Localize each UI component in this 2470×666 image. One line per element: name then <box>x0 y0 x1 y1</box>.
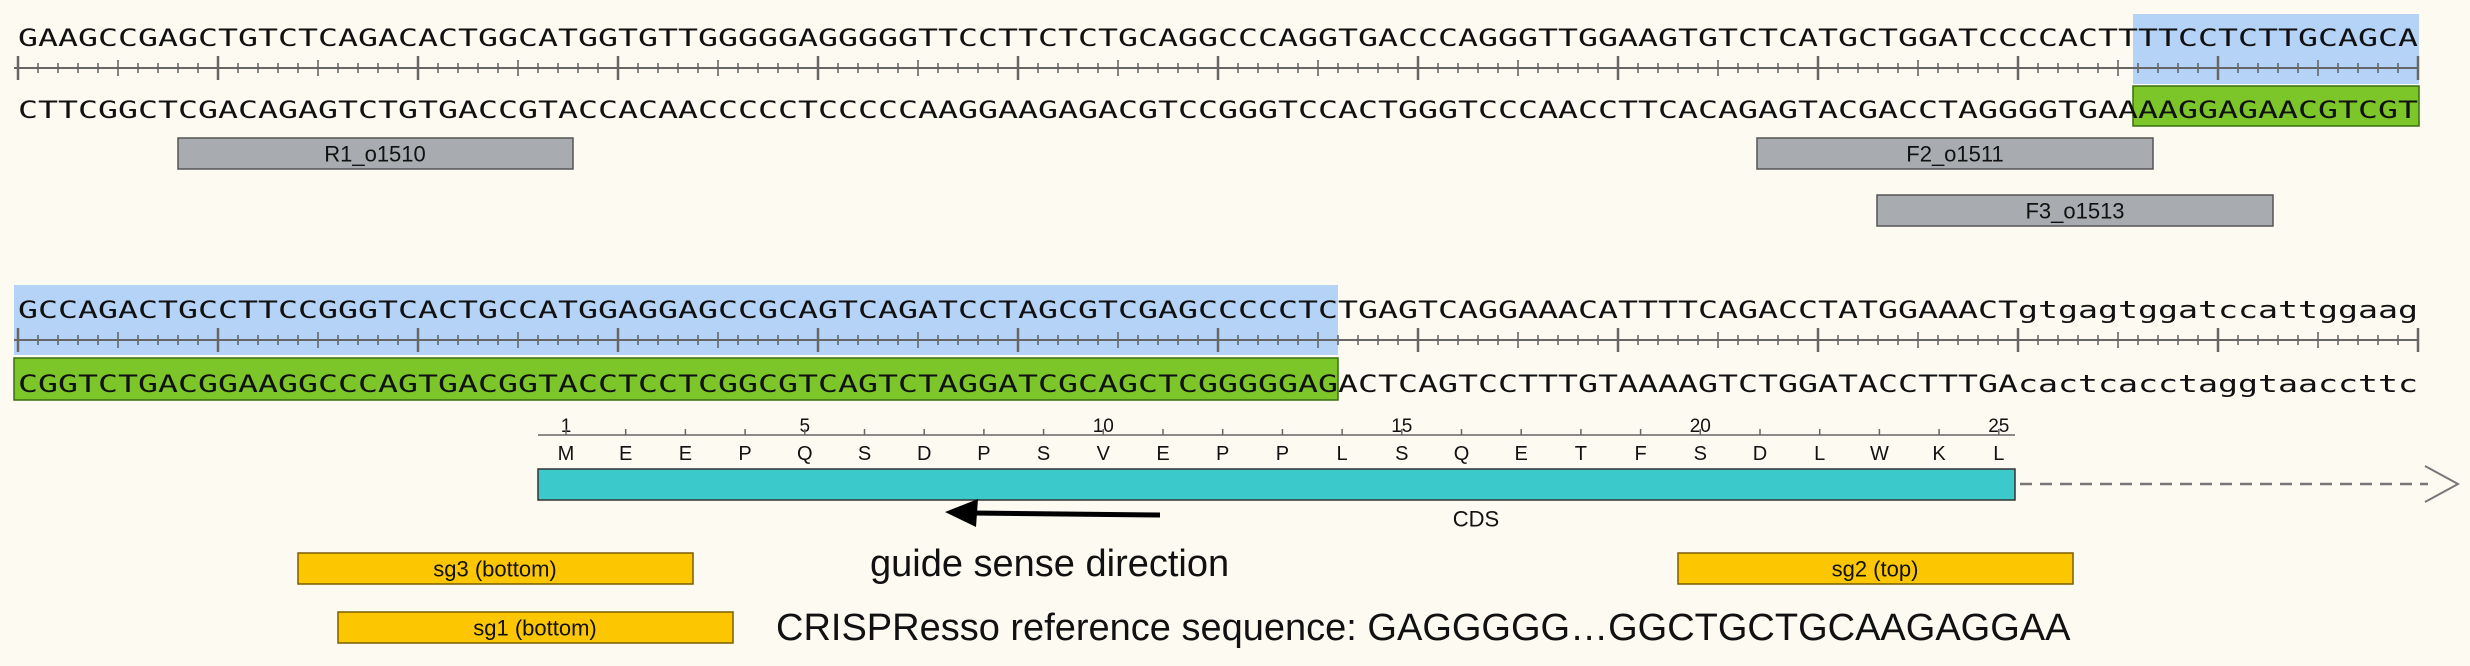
amino-acid: L <box>1337 443 1348 465</box>
amino-acid: P <box>1276 443 1289 465</box>
amino-acid: Q <box>1454 443 1470 465</box>
seq-row2-top: GCCAGACTGCCTTCCGGGTCACTGCCATGGAGGAGCCGCA… <box>18 296 2418 324</box>
amino-acid: P <box>1216 443 1229 465</box>
amino-acid: L <box>1993 443 2004 465</box>
codon-number: 15 <box>1391 416 1412 437</box>
amino-acid: M <box>558 443 575 465</box>
seq-row2-bottom: CGGTCTGACGGAAGGCCCAGTGACGGTACCTCCTCGGCGT… <box>18 370 2418 398</box>
chevron-right-icon <box>2424 465 2461 503</box>
amino-acid: S <box>858 443 871 465</box>
amino-acid: F <box>1634 443 1646 465</box>
guide-label: sg2 (top) <box>1832 557 1919 582</box>
amino-acid: Q <box>797 443 813 465</box>
amino-acid: S <box>1395 443 1408 465</box>
amino-acid: P <box>977 443 990 465</box>
guide-sense-direction-note: guide sense direction <box>870 543 1229 585</box>
codon-number: 5 <box>800 416 811 437</box>
guide-label: sg1 (bottom) <box>473 616 597 641</box>
guide-sg3[interactable]: sg3 (bottom) <box>297 552 694 585</box>
cds-feature-bar[interactable] <box>537 468 2016 501</box>
codon-number: 1 <box>561 416 572 437</box>
primer-f2[interactable]: F2_o1511 <box>1756 137 2154 170</box>
amino-acid: D <box>1753 443 1767 465</box>
guide-sg1[interactable]: sg1 (bottom) <box>337 611 734 644</box>
amino-acid: W <box>1870 443 1889 465</box>
amino-acid: E <box>619 443 632 465</box>
amino-acid: E <box>1515 443 1528 465</box>
codon-number: 20 <box>1690 416 1711 437</box>
ruler-row1 <box>14 56 2420 80</box>
primer-r1[interactable]: R1_o1510 <box>177 137 574 170</box>
highlight-row1-bottom <box>2132 85 2420 127</box>
amino-acid: K <box>1932 443 1946 465</box>
amino-acid: T <box>1575 443 1587 465</box>
primer-label: R1_o1510 <box>324 142 426 167</box>
primer-label: F3_o1513 <box>2025 199 2124 224</box>
primer-label: F2_o1511 <box>1906 142 2003 167</box>
codon-number: 25 <box>1988 416 2009 437</box>
amino-acid: P <box>738 443 751 465</box>
cds-codon-numbers: 1 5 10 15 20 25 <box>561 416 2010 437</box>
amino-acid: S <box>1037 443 1050 465</box>
cds-codon-ticks <box>565 429 2000 435</box>
ruler-row2 <box>14 328 2420 352</box>
crispresso-reference-note: CRISPResso reference sequence: GAGGGGG…G… <box>776 607 2071 649</box>
highlight-row1-top <box>2133 14 2419 84</box>
arrow-left-icon <box>945 499 1161 527</box>
primer-f3[interactable]: F3_o1513 <box>1876 194 2274 227</box>
amino-acid: E <box>1156 443 1169 465</box>
seq-row1-bottom: CTTCGGCTCGACAGAGTCTGTGACCGTACCACAACCCCCT… <box>18 96 2418 124</box>
highlight-row2-bottom <box>13 357 1339 401</box>
amino-acid: L <box>1814 443 1825 465</box>
codon-number: 10 <box>1093 416 1114 437</box>
amino-acid: D <box>917 443 931 465</box>
amino-acid: V <box>1097 443 1111 465</box>
guide-label: sg3 (bottom) <box>433 557 557 582</box>
seq-row1-top: GAAGCCGAGCTGTCTCAGACACTGGCATGGTGTTGGGGGA… <box>18 24 2419 52</box>
cds-label: CDS <box>1453 507 1499 532</box>
guide-sg2[interactable]: sg2 (top) <box>1677 552 2074 585</box>
amino-acid: E <box>679 443 692 465</box>
amino-acid: S <box>1694 443 1707 465</box>
